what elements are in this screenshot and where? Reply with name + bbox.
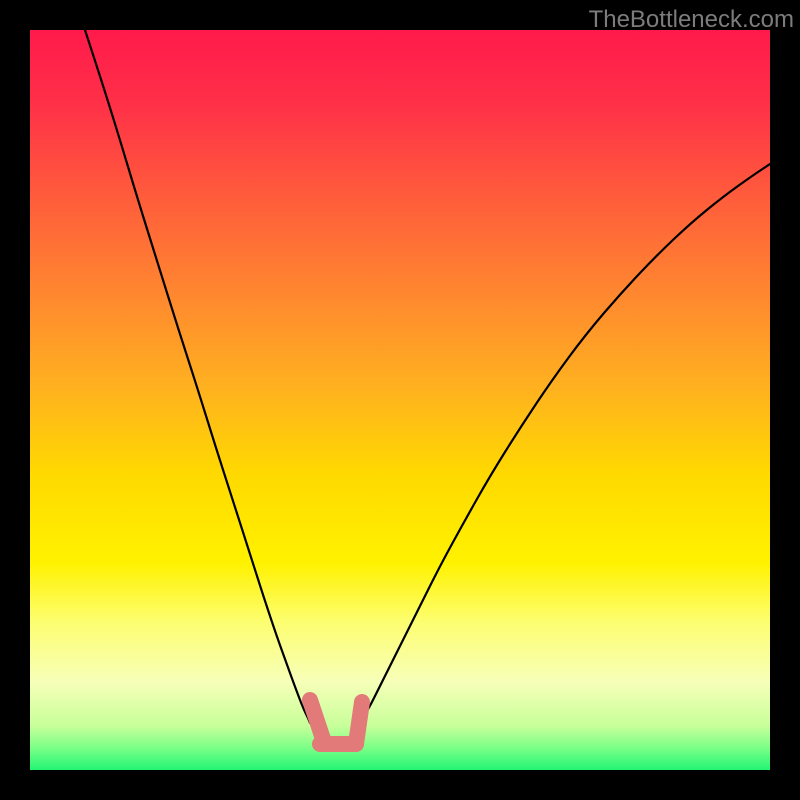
valley-marker-segment-2 xyxy=(356,702,362,744)
bottleneck-chart: TheBottleneck.com xyxy=(0,0,800,800)
watermark-label: TheBottleneck.com xyxy=(589,6,794,34)
plot-svg xyxy=(0,0,800,800)
plot-background xyxy=(30,30,770,770)
